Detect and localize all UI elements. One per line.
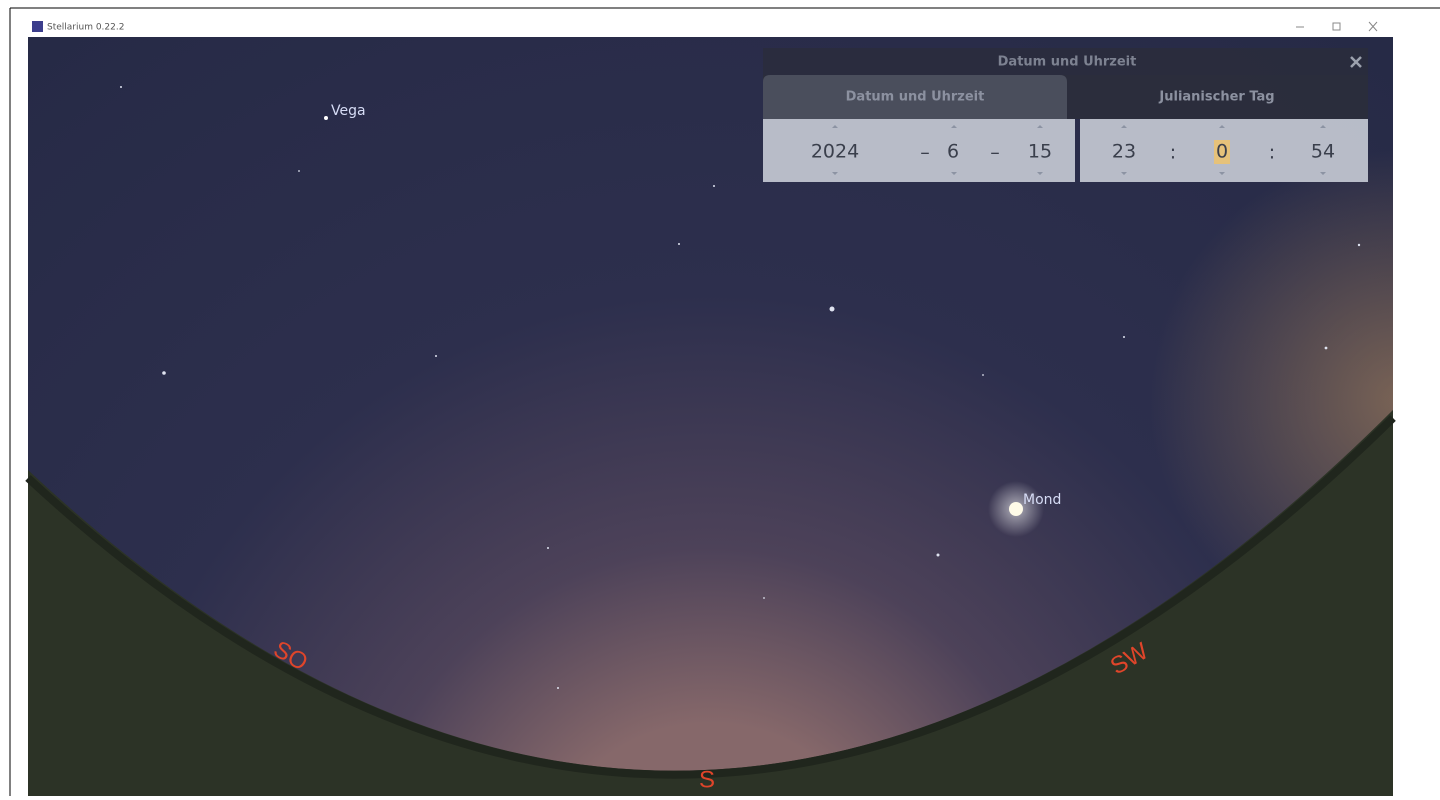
moon [1009, 502, 1023, 516]
star-vega [324, 116, 328, 120]
title-bar [28, 18, 1393, 37]
moon-label: Mond [1023, 492, 1061, 508]
date-separator: – [990, 142, 1000, 164]
window-title: Stellarium 0.22.2 [47, 23, 124, 33]
star-label: Vega [331, 103, 366, 119]
hour-field[interactable]: 23 [1112, 141, 1136, 163]
tab-label[interactable]: Julianischer Tag [1158, 90, 1274, 105]
time-separator: : [1170, 142, 1176, 164]
day-field[interactable]: 15 [1028, 141, 1052, 163]
minute-field[interactable]: 0 [1216, 141, 1228, 163]
date-time-dialog: Datum und Uhrzeit Datum und Uhrzeit Juli… [763, 48, 1368, 182]
tab-label[interactable]: Datum und Uhrzeit [846, 90, 985, 105]
date-separator: – [920, 142, 930, 164]
month-field[interactable]: 6 [947, 141, 959, 163]
second-field[interactable]: 54 [1311, 141, 1335, 163]
dialog-title: Datum und Uhrzeit [998, 55, 1137, 70]
screen: Stellarium 0.22.2 Vega Mond SO S SW Datu… [0, 0, 1440, 796]
year-field[interactable]: 2024 [811, 141, 859, 163]
time-separator: : [1269, 142, 1275, 164]
cardinal-label: S [699, 766, 715, 793]
app-icon [32, 21, 43, 32]
